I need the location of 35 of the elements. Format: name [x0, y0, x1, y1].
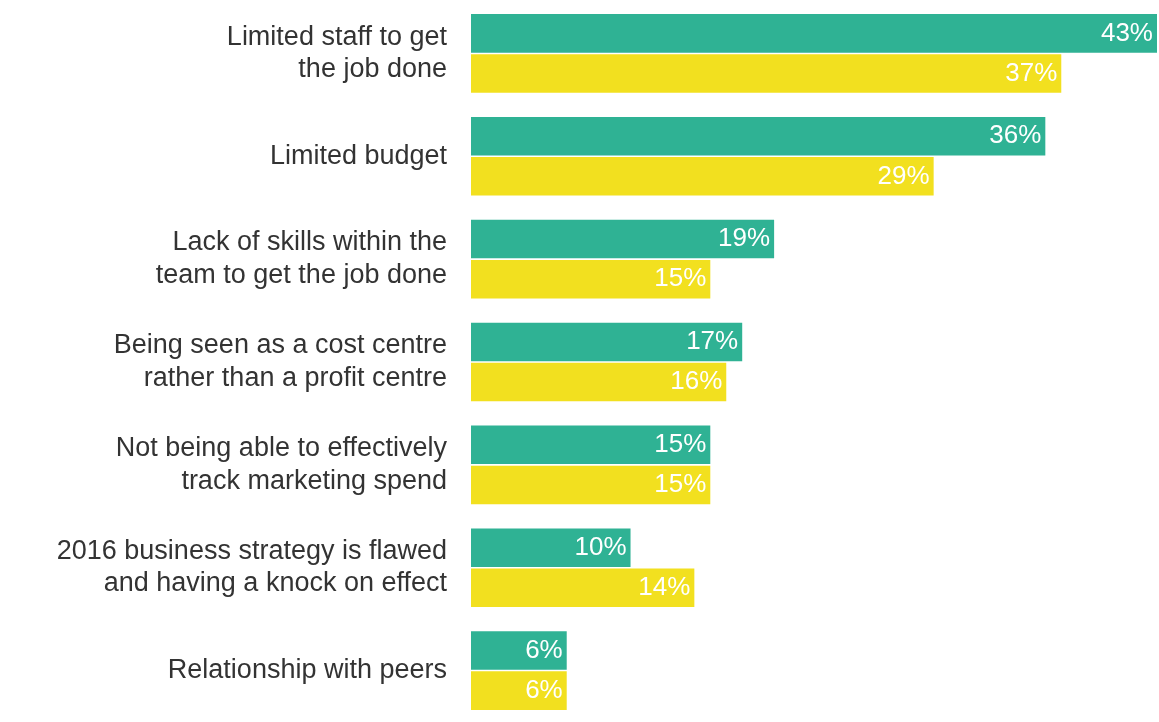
- bar: [471, 631, 567, 670]
- bar: [471, 528, 631, 567]
- data-label: 43%: [1100, 16, 1153, 47]
- bar: [471, 362, 727, 402]
- data-label: 37%: [1005, 56, 1058, 87]
- y-tick-label: 2016 business strategy is flawed and having a knock on effect: [56, 534, 448, 598]
- data-label: 16%: [670, 365, 723, 396]
- y-tick-label: Limited budget: [269, 139, 448, 170]
- bar: [471, 157, 934, 196]
- bar: [471, 219, 775, 259]
- data-label: 6%: [525, 673, 563, 704]
- bar: [471, 568, 695, 608]
- bar: [471, 14, 1157, 53]
- bar: [471, 259, 711, 299]
- bar: [471, 671, 567, 710]
- bar: [471, 322, 743, 362]
- y-tick-label: Limited staff to get the job done: [226, 20, 448, 84]
- data-label: 19%: [718, 222, 771, 253]
- data-label: 14%: [638, 570, 691, 601]
- data-label: 29%: [877, 159, 930, 190]
- y-tick-label: Being seen as a cost centre rather than a profit centre: [113, 329, 447, 392]
- data-label: 15%: [654, 427, 707, 458]
- data-label: 15%: [654, 468, 707, 499]
- data-label: 6%: [525, 633, 563, 664]
- bar: [471, 116, 1046, 156]
- data-label: 17%: [686, 325, 739, 356]
- bar: [471, 425, 711, 465]
- y-tick-label: Relationship with peers: [167, 654, 447, 685]
- bar: [471, 465, 711, 505]
- bar: [471, 54, 1062, 93]
- data-label: 10%: [574, 530, 627, 561]
- data-label: 15%: [654, 262, 707, 293]
- data-label: 36%: [989, 119, 1042, 150]
- y-tick-label: Lack of skills within the team to get the job done: [155, 226, 447, 289]
- y-tick-label: Not being able to effectively track marketing spend: [115, 432, 448, 495]
